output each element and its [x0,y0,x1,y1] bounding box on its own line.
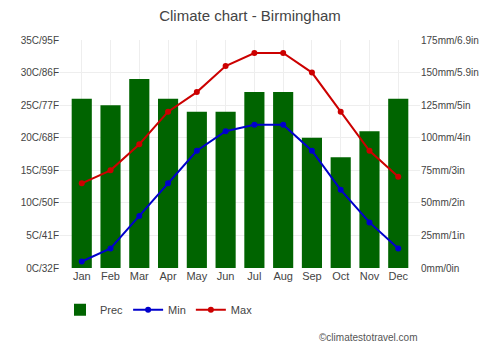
svg-text:15C/59F: 15C/59F [21,165,59,176]
svg-text:25C/77F: 25C/77F [21,100,59,111]
svg-text:May: May [186,270,207,282]
svg-text:5C/41F: 5C/41F [26,230,59,241]
svg-text:10C/50F: 10C/50F [21,197,59,208]
svg-text:Oct: Oct [332,270,349,282]
svg-text:0C/32F: 0C/32F [26,263,59,274]
svg-text:35C/95F: 35C/95F [21,35,59,46]
svg-text:50mm/2in: 50mm/2in [421,197,465,208]
svg-text:75mm/3in: 75mm/3in [421,165,465,176]
svg-text:150mm/5.9in: 150mm/5.9in [421,67,479,78]
svg-text:Jul: Jul [247,270,261,282]
svg-text:Dec: Dec [388,270,408,282]
svg-text:Feb: Feb [101,270,120,282]
svg-text:©climatestotravel.com: ©climatestotravel.com [319,332,418,343]
svg-text:0mm/0in: 0mm/0in [421,263,459,274]
svg-text:175mm/6.9in: 175mm/6.9in [421,35,479,46]
svg-text:Aug: Aug [273,270,293,282]
svg-text:Apr: Apr [160,270,177,282]
svg-text:25mm/1in: 25mm/1in [421,230,465,241]
svg-text:Jan: Jan [73,270,91,282]
svg-text:Climate chart - Birmingham: Climate chart - Birmingham [159,7,341,24]
svg-text:Nov: Nov [360,270,380,282]
svg-text:Max: Max [231,304,252,316]
svg-text:100mm/4in: 100mm/4in [421,132,470,143]
svg-text:20C/68F: 20C/68F [21,132,59,143]
svg-text:Prec: Prec [100,304,123,316]
svg-text:Mar: Mar [130,270,149,282]
svg-text:125mm/5in: 125mm/5in [421,100,470,111]
svg-text:30C/86F: 30C/86F [21,67,59,78]
svg-text:Jun: Jun [217,270,235,282]
svg-text:Sep: Sep [302,270,322,282]
svg-text:Min: Min [168,304,186,316]
